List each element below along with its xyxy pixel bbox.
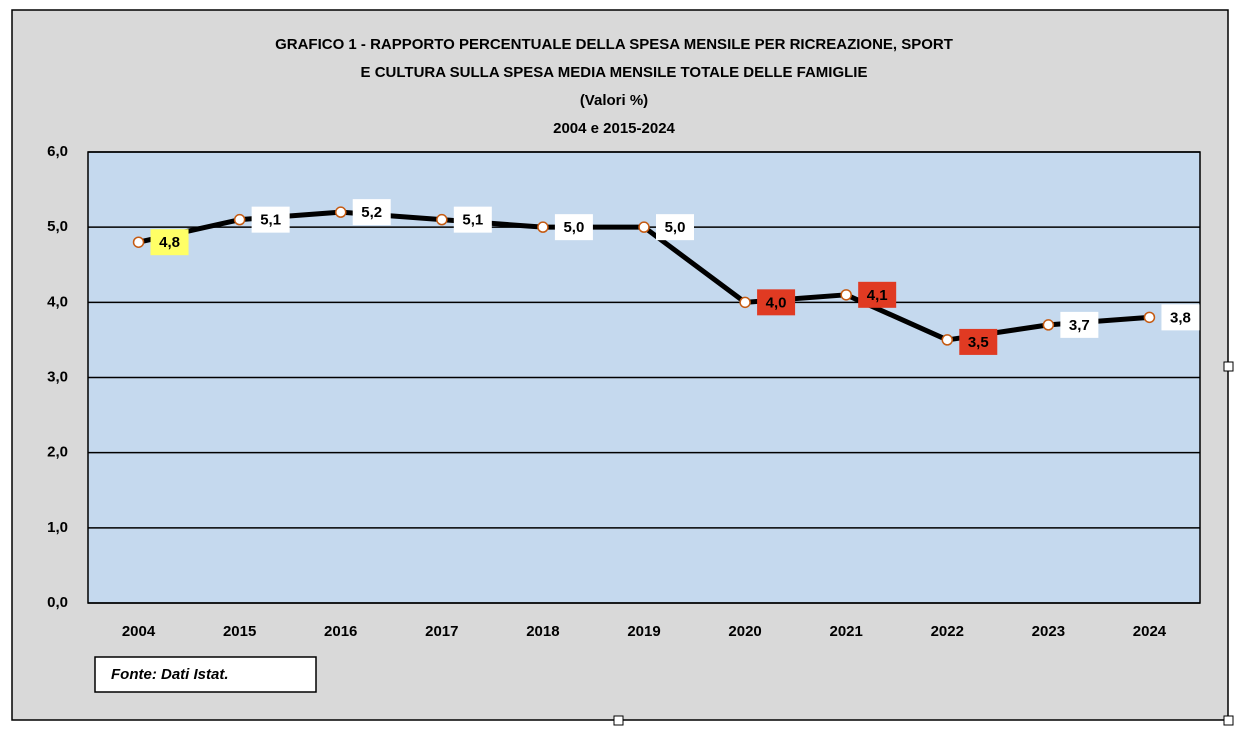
data-label-box [757, 289, 796, 316]
data-label: 3,8 [1170, 309, 1191, 326]
x-tick-label: 2022 [931, 623, 964, 640]
x-tick-label: 2016 [324, 623, 357, 640]
x-tick-label: 2021 [829, 623, 862, 640]
x-tick-label: 2019 [627, 623, 660, 640]
y-tick-label: 3,0 [47, 368, 68, 385]
data-label-box [656, 214, 694, 241]
data-label-box [858, 281, 897, 308]
data-label: 5,0 [563, 219, 584, 236]
resize-handle [1223, 361, 1234, 372]
data-label: 4,1 [867, 287, 888, 304]
y-tick-label: 1,0 [47, 519, 68, 536]
data-label-box [959, 328, 998, 355]
data-label: 5,1 [260, 212, 281, 229]
data-label: 4,8 [159, 234, 180, 251]
chart-title: E CULTURA SULLA SPESA MEDIA MENSILE TOTA… [361, 64, 868, 81]
x-tick-label: 2024 [1133, 623, 1167, 640]
y-tick-label: 6,0 [47, 143, 68, 160]
data-label: 4,0 [766, 294, 787, 311]
data-label-box [554, 214, 593, 241]
chart-title: 2004 e 2015-2024 [553, 120, 675, 137]
data-label-box [1060, 311, 1099, 338]
chart-title: (Valori %) [580, 92, 648, 109]
data-label: 3,7 [1069, 317, 1090, 334]
data-point [840, 289, 852, 301]
x-tick-label: 2017 [425, 623, 458, 640]
data-label-box [453, 206, 492, 233]
y-tick-label: 2,0 [47, 444, 68, 461]
y-tick-label: 4,0 [47, 293, 68, 310]
chart-title: GRAFICO 1 - RAPPORTO PERCENTUALE DELLA S… [275, 36, 953, 53]
data-point [334, 206, 347, 218]
resize-handle [1223, 715, 1234, 726]
x-tick-label: 2023 [1032, 623, 1065, 640]
data-point [1143, 311, 1156, 324]
data-point [132, 236, 145, 248]
x-tick-label: 2015 [223, 623, 256, 640]
data-label: 3,5 [968, 334, 989, 351]
data-point [638, 221, 650, 233]
source-note: Fonte: Dati Istat. [111, 666, 229, 683]
plot-border [87, 151, 1201, 604]
data-point [233, 213, 246, 226]
y-tick-label: 5,0 [47, 218, 68, 235]
source-box [94, 656, 317, 693]
data-point [436, 213, 448, 226]
data-label-box [1161, 304, 1200, 331]
data-label: 5,2 [361, 204, 382, 221]
data-label-box [251, 206, 290, 233]
data-label: 5,1 [462, 212, 483, 229]
data-label: 5,0 [665, 219, 686, 236]
resize-handle [613, 715, 624, 726]
y-tick-label: 0,0 [47, 594, 68, 611]
x-tick-label: 2020 [728, 623, 761, 640]
data-point [1042, 319, 1055, 331]
data-label-box [150, 229, 189, 256]
data-point [739, 296, 751, 309]
data-point [941, 334, 954, 346]
data-label-box [352, 199, 391, 226]
x-tick-label: 2004 [122, 623, 156, 640]
data-point [537, 221, 549, 233]
x-tick-label: 2018 [526, 623, 559, 640]
